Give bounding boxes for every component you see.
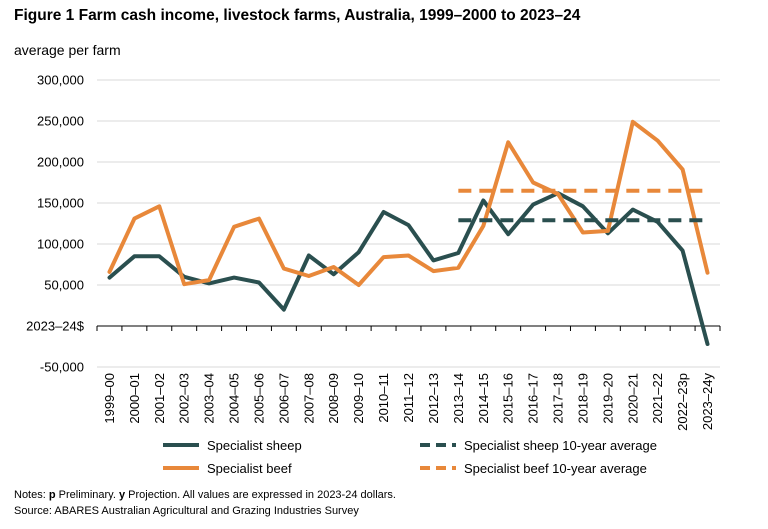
x-tick-label: 2016–17 (526, 373, 541, 424)
x-tick-label: 1999–00 (102, 373, 117, 424)
line-chart: -50,000 2023–24$ 50,000 100,000 150,000 200,0… (26, 73, 721, 476)
x-tick-label: 2021–22 (650, 373, 665, 424)
x-tick-label: 2010–11 (376, 373, 391, 423)
series-lines (107, 119, 710, 346)
x-tick-label: 2011–12 (401, 373, 416, 423)
x-axis (96, 325, 721, 331)
x-tick-label: 2022–23p (675, 373, 690, 431)
legend-label: Specialist sheep 10-year average (464, 438, 657, 453)
x-tick-label: 2020–21 (625, 373, 640, 424)
legend: Specialist sheep Specialist sheep 10-year… (163, 438, 657, 476)
legend-label: Specialist beef (207, 461, 292, 476)
notes-prefix: Notes: (14, 489, 49, 501)
x-tick-label: 2005–06 (251, 373, 266, 424)
x-tick-label: 2018–19 (575, 373, 590, 424)
x-tick-label: 2012–13 (426, 373, 441, 424)
x-tick-label: 2015–16 (501, 373, 516, 424)
y-tick-label: -50,000 (40, 360, 84, 375)
legend-label: Specialist sheep (207, 438, 302, 453)
x-tick-label: 2019–20 (600, 373, 615, 424)
notes-y-marker: y (118, 489, 126, 501)
x-tick-label: 2014–15 (476, 373, 491, 424)
chart-title: Figure 1 Farm cash income, livestock far… (14, 7, 581, 24)
series-line (107, 191, 710, 346)
x-tick-label: 2009–10 (351, 373, 366, 424)
x-tick-label: 2004–05 (227, 373, 242, 424)
x-tick-label: 2008–09 (326, 373, 341, 424)
x-tick-label: 2002–03 (177, 373, 192, 424)
x-tick-label: 2007–08 (301, 373, 316, 424)
y-tick-label: 2023–24$ (26, 319, 85, 334)
y-tick-label: 200,000 (37, 155, 84, 170)
y-tick-label: 100,000 (37, 237, 84, 252)
y-tick-label: 150,000 (37, 196, 84, 211)
x-tick-label: 2023–24y (700, 373, 715, 431)
x-axis-ticks: 1999–00 2000–01 2001–02 2002–03 2003–04 2004–… (102, 373, 715, 431)
y-axis-ticks: -50,000 2023–24$ 50,000 100,000 150,000 200,0… (26, 73, 85, 375)
x-tick-label: 2000–01 (127, 373, 142, 424)
notes-p-text: Preliminary. (55, 489, 119, 501)
y-tick-label: 300,000 (37, 73, 84, 88)
y-tick-label: 50,000 (44, 278, 84, 293)
notes: Notes: p Preliminary. y Projection. All … (14, 487, 396, 519)
x-tick-label: 2003–04 (202, 373, 217, 424)
x-tick-label: 2013–14 (451, 373, 466, 424)
y-axis-label: average per farm (14, 42, 121, 58)
y-tick-label: 250,000 (37, 114, 84, 129)
legend-label: Specialist beef 10-year average (464, 461, 647, 476)
x-tick-label: 2017–18 (551, 373, 566, 424)
x-tick-label: 2001–02 (152, 373, 167, 424)
notes-line-1: Notes: p Preliminary. y Projection. All … (14, 487, 396, 503)
x-tick-label: 2006–07 (276, 373, 291, 424)
gridlines (97, 79, 720, 368)
source-line: Source: ABARES Australian Agricultural a… (14, 505, 359, 517)
series-line (107, 119, 710, 287)
notes-y-text: Projection. All values are expressed in … (125, 489, 396, 501)
notes-p-marker: p (48, 489, 56, 501)
